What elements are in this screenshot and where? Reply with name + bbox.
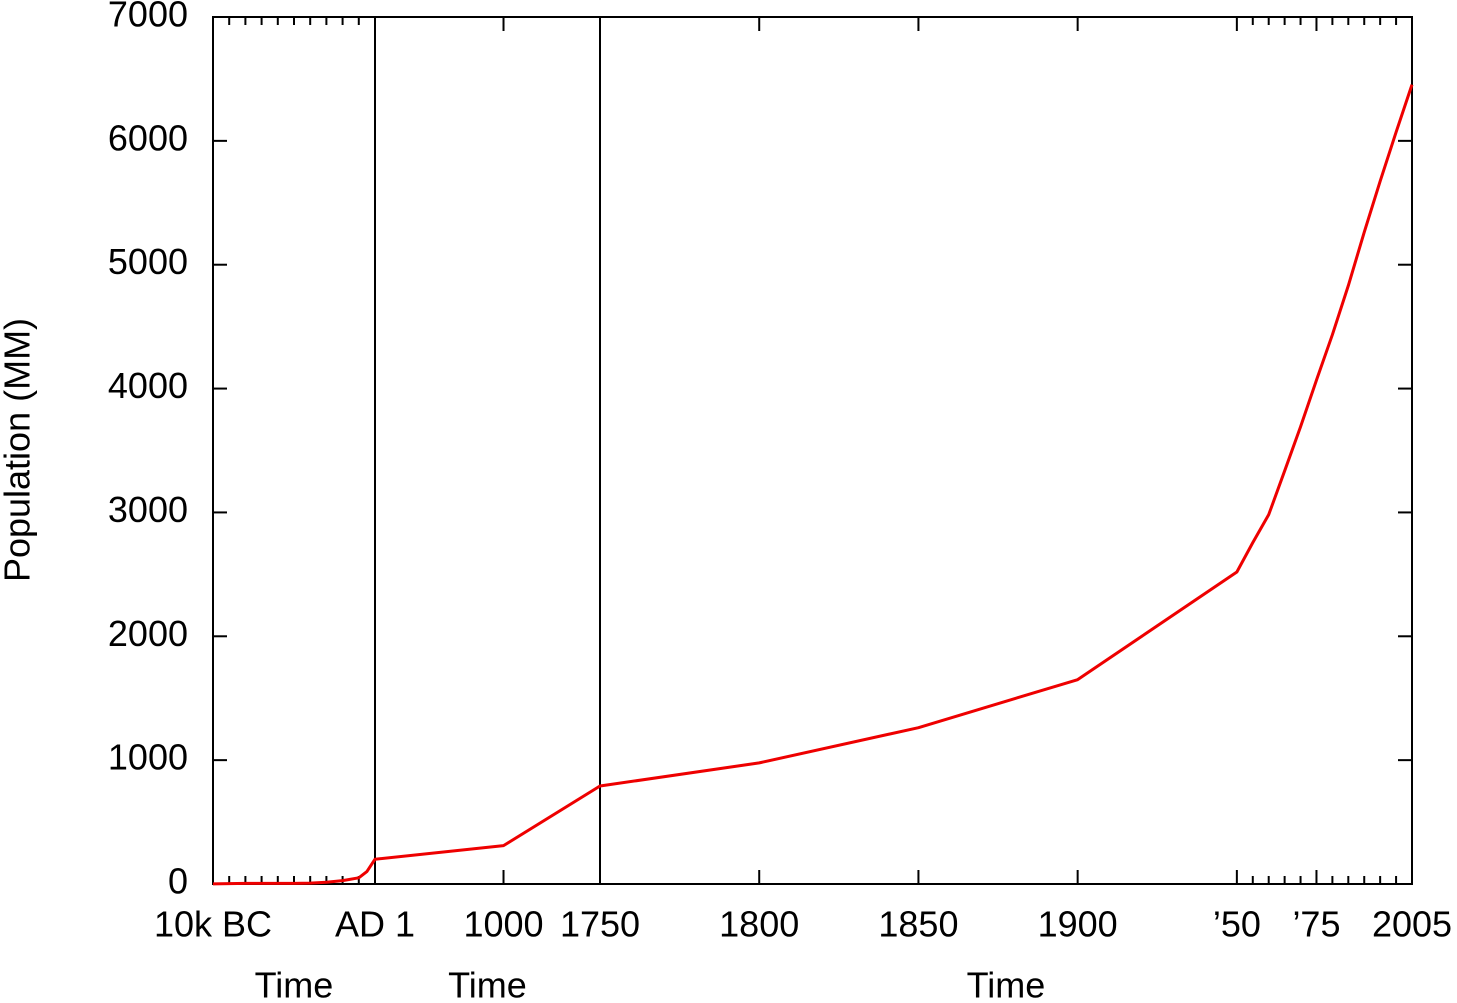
x-tick-label: 1850 [878,904,958,945]
x-tick-label: 1000 [463,904,543,945]
y-tick-label: 7000 [108,0,188,35]
plot-frame [212,16,1413,885]
y-tick-label: 5000 [108,241,188,282]
y-tick-label: 1000 [108,737,188,778]
x-axis-label: Time [448,965,527,1003]
x-tick-label: 2005 [1372,904,1452,945]
y-tick-label: 0 [168,861,188,902]
x-tick-label: ’50 [1213,904,1261,945]
y-axis-label: Population (MM) [0,318,38,582]
x-tick-label: 1750 [560,904,640,945]
x-tick-label: AD 1 [335,904,415,945]
x-tick-label: 1900 [1038,904,1118,945]
x-tick-label: ’75 [1292,904,1340,945]
y-tick-label: 4000 [108,365,188,406]
population-line [212,84,1414,886]
y-tick-label: 3000 [108,489,188,530]
y-tick-label: 2000 [108,613,188,654]
x-tick-label: 10k BC [154,904,272,945]
x-tick-label: 1800 [719,904,799,945]
x-axis-label: Time [967,965,1046,1003]
y-tick-label: 6000 [108,117,188,158]
x-axis-label: Time [255,965,334,1003]
